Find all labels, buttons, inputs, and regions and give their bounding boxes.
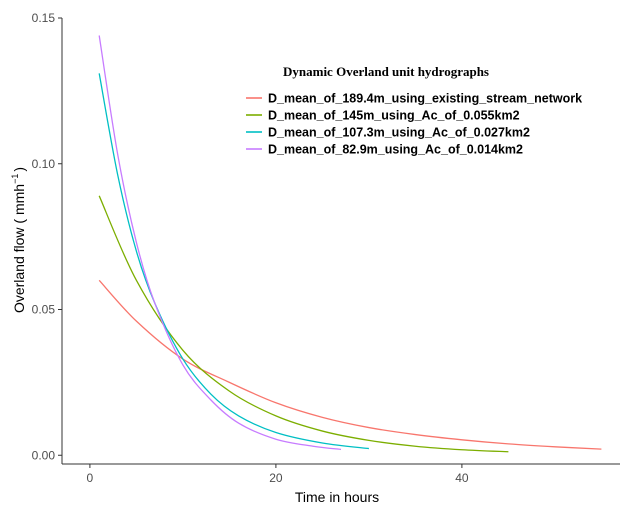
legend: Dynamic Overland unit hydrographs D_mean… bbox=[246, 64, 582, 157]
y-tick-label: 0.10 bbox=[32, 157, 56, 171]
series-line-3 bbox=[98, 73, 369, 450]
series-line-1 bbox=[98, 279, 602, 450]
legend-label-1: D_mean_of_189.4m_using_existing_stream_n… bbox=[268, 92, 582, 106]
legend-label-2: D_mean_of_145m_using_Ac_of_0.055km2 bbox=[268, 109, 520, 123]
series-layer bbox=[98, 35, 602, 453]
axes bbox=[61, 18, 620, 465]
x-axis-title: Time in hours bbox=[295, 489, 379, 505]
x-tick-label: 0 bbox=[87, 471, 94, 485]
series-line-2 bbox=[98, 195, 509, 453]
y-ticks: 0.00 0.05 0.10 0.15 bbox=[32, 11, 62, 462]
y-axis-title: Overland flow ( mmh−1) bbox=[10, 167, 27, 313]
x-tick-label: 20 bbox=[269, 471, 283, 485]
legend-label-4: D_mean_of_82.9m_using_Ac_of_0.014km2 bbox=[268, 143, 523, 157]
y-axis-title-superscript: −1 bbox=[10, 174, 20, 184]
y-tick-label: 0.15 bbox=[32, 11, 56, 25]
series-line-4 bbox=[98, 35, 342, 451]
x-tick-label: 40 bbox=[455, 471, 469, 485]
legend-title: Dynamic Overland unit hydrographs bbox=[283, 64, 489, 79]
legend-entries: D_mean_of_189.4m_using_existing_stream_n… bbox=[246, 92, 582, 157]
y-axis-title-close: ) bbox=[11, 167, 27, 172]
y-tick-label: 0.00 bbox=[32, 448, 56, 462]
y-axis-title-text: Overland flow ( mmh bbox=[11, 184, 27, 313]
legend-label-3: D_mean_of_107.3m_using_Ac_of_0.027km2 bbox=[268, 126, 530, 140]
x-ticks: 0 20 40 bbox=[87, 464, 469, 485]
y-tick-label: 0.05 bbox=[32, 303, 56, 317]
